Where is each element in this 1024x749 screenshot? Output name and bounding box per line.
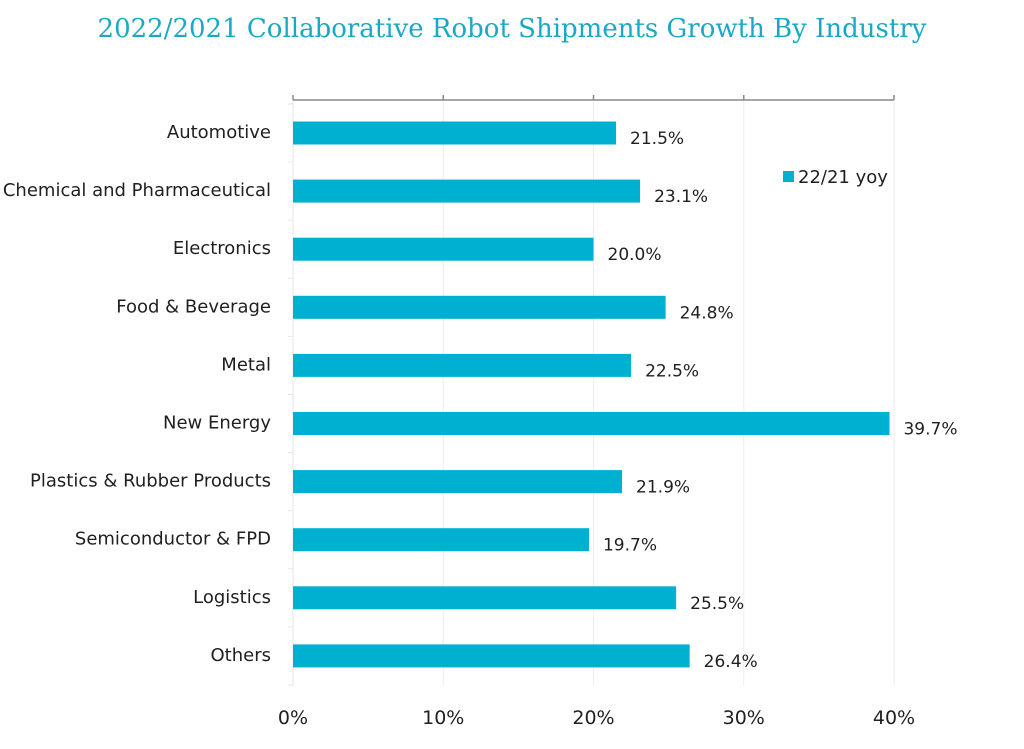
value-label: 26.4%	[704, 652, 758, 672]
value-label: 25.5%	[690, 594, 744, 614]
value-label: 24.8%	[680, 303, 734, 323]
category-label: Semiconductor & FPD	[75, 529, 271, 550]
bar	[293, 586, 677, 610]
bar	[293, 353, 632, 377]
category-label: Plastics & Rubber Products	[30, 471, 271, 492]
x-tick-label: 20%	[572, 707, 614, 729]
legend-swatch	[783, 171, 794, 182]
value-label: 22.5%	[645, 361, 699, 381]
category-label: Automotive	[167, 122, 271, 143]
category-label: Metal	[221, 354, 271, 375]
value-label: 21.9%	[636, 478, 690, 498]
bar	[293, 412, 890, 435]
x-tick-label: 0%	[278, 707, 308, 729]
value-label: 20.0%	[608, 245, 662, 265]
x-tick-labels: 0% 10% 20% 30% 40%	[278, 707, 915, 729]
bar	[293, 470, 623, 494]
top-axis	[292, 95, 895, 101]
value-labels: 21.5% 23.1% 20.0% 24.8% 22.5% 39.7% 21.9% 19.7%…	[603, 129, 958, 672]
x-tick-label: 40%	[873, 707, 915, 729]
bar	[293, 237, 594, 261]
x-tick-label: 30%	[723, 707, 765, 729]
bar	[293, 528, 589, 552]
x-tick-label: 10%	[422, 707, 464, 729]
category-label: Food & Beverage	[116, 296, 271, 317]
bar	[293, 644, 690, 668]
bar	[293, 121, 617, 145]
chart-title: 2022/2021 Collaborative Robot Shipments …	[97, 14, 927, 44]
bars	[293, 121, 890, 668]
value-label: 19.7%	[603, 536, 657, 556]
bar	[293, 179, 641, 203]
value-label: 39.7%	[903, 420, 957, 440]
category-label: Electronics	[173, 238, 271, 259]
category-label: Logistics	[193, 587, 271, 608]
value-label: 21.5%	[630, 129, 684, 149]
bar	[293, 295, 666, 319]
legend: 22/21 yoy	[783, 167, 888, 188]
category-label: Chemical and Pharmaceutical	[3, 180, 271, 201]
legend-label: 22/21 yoy	[798, 167, 888, 188]
category-labels: Automotive Chemical and Pharmaceutical Ele…	[3, 122, 271, 666]
category-label: New Energy	[163, 413, 271, 434]
category-label: Others	[211, 645, 272, 666]
value-label: 23.1%	[654, 187, 708, 207]
